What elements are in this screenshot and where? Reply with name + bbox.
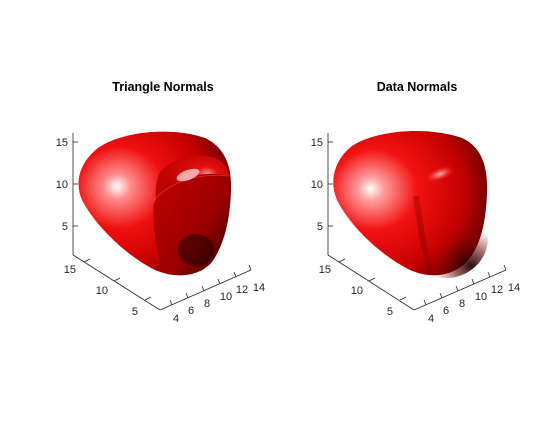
x-tick-label: 14 [253, 282, 265, 294]
y-tick-label: 15 [319, 264, 331, 276]
x-tick-label: 8 [204, 298, 210, 310]
y-tick-mark [144, 296, 152, 301]
x-tick-mark [185, 292, 189, 299]
x-tick-mark [487, 271, 491, 278]
x-tick-mark [455, 285, 459, 292]
isosurface [78, 131, 232, 276]
y-tick-mark [338, 258, 346, 263]
x-tick-mark [248, 264, 252, 271]
x-tick-label: 10 [220, 291, 232, 303]
y-tick-mark [113, 277, 121, 282]
chart-title: Data Normals [377, 80, 458, 94]
y-tick-label: 15 [64, 264, 76, 276]
x-tick-mark [439, 292, 443, 299]
surface-specular-highlight [424, 165, 456, 183]
axes-data-normals: Data Normals 15 10 5 15 10 5 [311, 80, 520, 325]
z-tick-label: 15 [311, 137, 323, 149]
y-axis-line [327, 254, 415, 311]
axes-triangle-normals: Triangle Normals 15 10 5 15 10 5 [56, 80, 265, 325]
x-tick-mark [201, 285, 205, 292]
x-tick-label: 12 [236, 284, 248, 296]
surface-shadow [404, 198, 488, 278]
z-tick-label: 10 [56, 179, 68, 191]
x-tick-label: 14 [508, 282, 520, 294]
x-tick-mark [423, 299, 427, 306]
x-tick-label: 6 [443, 305, 449, 317]
x-tick-label: 12 [491, 284, 503, 296]
y-tick-mark [399, 296, 407, 301]
y-tick-label: 10 [351, 285, 363, 297]
x-tick-mark [169, 299, 173, 306]
z-tick-label: 5 [317, 221, 323, 233]
z-tick-label: 15 [56, 137, 68, 149]
x-tick-label: 10 [475, 291, 487, 303]
x-axis-line [413, 269, 507, 311]
x-tick-label: 8 [459, 298, 465, 310]
surface-top-face [155, 155, 229, 200]
y-tick-mark [83, 258, 91, 263]
surface-shadow [178, 234, 214, 266]
y-tick-label: 5 [387, 306, 393, 318]
surface-crease [413, 195, 433, 273]
x-tick-label: 4 [173, 313, 179, 325]
surface-facet-edge [153, 203, 163, 273]
z-tick-label: 10 [311, 179, 323, 191]
y-tick-label: 10 [96, 285, 108, 297]
y-axis-line [72, 254, 161, 311]
y-tick-mark [368, 277, 376, 282]
x-tick-mark [471, 278, 475, 285]
z-tick-label: 5 [62, 221, 68, 233]
x-tick-label: 6 [188, 305, 194, 317]
x-tick-mark [217, 278, 221, 285]
isosurface [333, 131, 488, 278]
x-tick-label: 4 [428, 313, 434, 325]
chart-title: Triangle Normals [112, 80, 213, 94]
x-tick-mark [233, 271, 237, 278]
surface-specular-highlight [176, 168, 200, 182]
y-tick-label: 5 [132, 306, 138, 318]
x-tick-mark [503, 264, 507, 271]
